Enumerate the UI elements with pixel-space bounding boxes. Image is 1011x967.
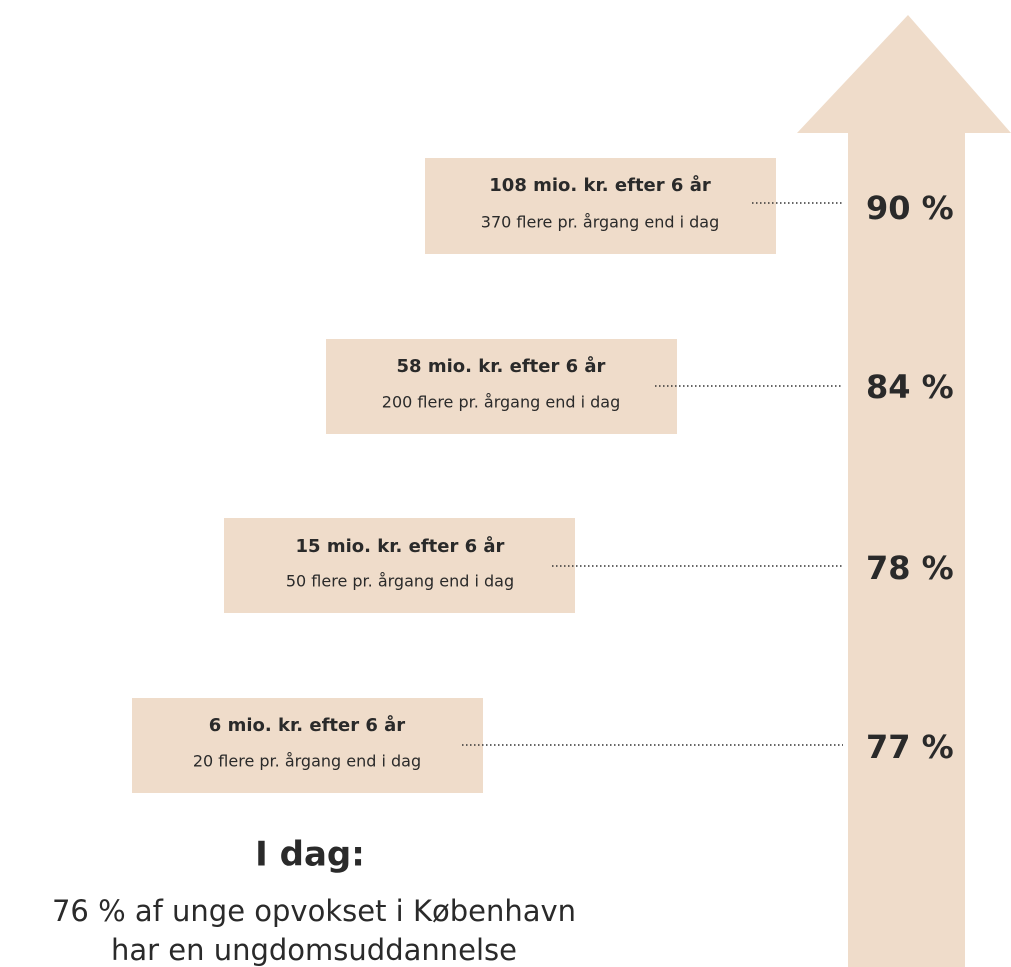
- box-subtitle: 370 flere pr. årgang end i dag: [481, 213, 719, 232]
- today-heading: I dag:: [255, 835, 365, 875]
- box-subtitle: 20 flere pr. årgang end i dag: [193, 752, 421, 771]
- box-title: 108 mio. kr. efter 6 år: [489, 174, 711, 196]
- today-line: har en ungdomsuddannelse: [111, 933, 517, 967]
- today-line: 76 % af unge opvokset i København: [52, 894, 576, 928]
- percent: 78 %: [866, 549, 954, 587]
- box-title: 6 mio. kr. efter 6 år: [209, 714, 406, 736]
- percent: 84 %: [866, 368, 954, 406]
- percent: 90 %: [866, 189, 954, 227]
- box-title: 58 mio. kr. efter 6 år: [397, 355, 606, 377]
- box: [425, 158, 776, 254]
- box-subtitle: 200 flere pr. årgang end i dag: [382, 393, 620, 412]
- box-subtitle: 50 flere pr. årgang end i dag: [286, 572, 514, 591]
- box: [132, 698, 483, 793]
- box: [224, 518, 575, 613]
- percent: 77 %: [866, 728, 954, 766]
- box-title: 15 mio. kr. efter 6 år: [296, 535, 505, 557]
- box: [326, 339, 677, 434]
- arrow: [797, 15, 1011, 967]
